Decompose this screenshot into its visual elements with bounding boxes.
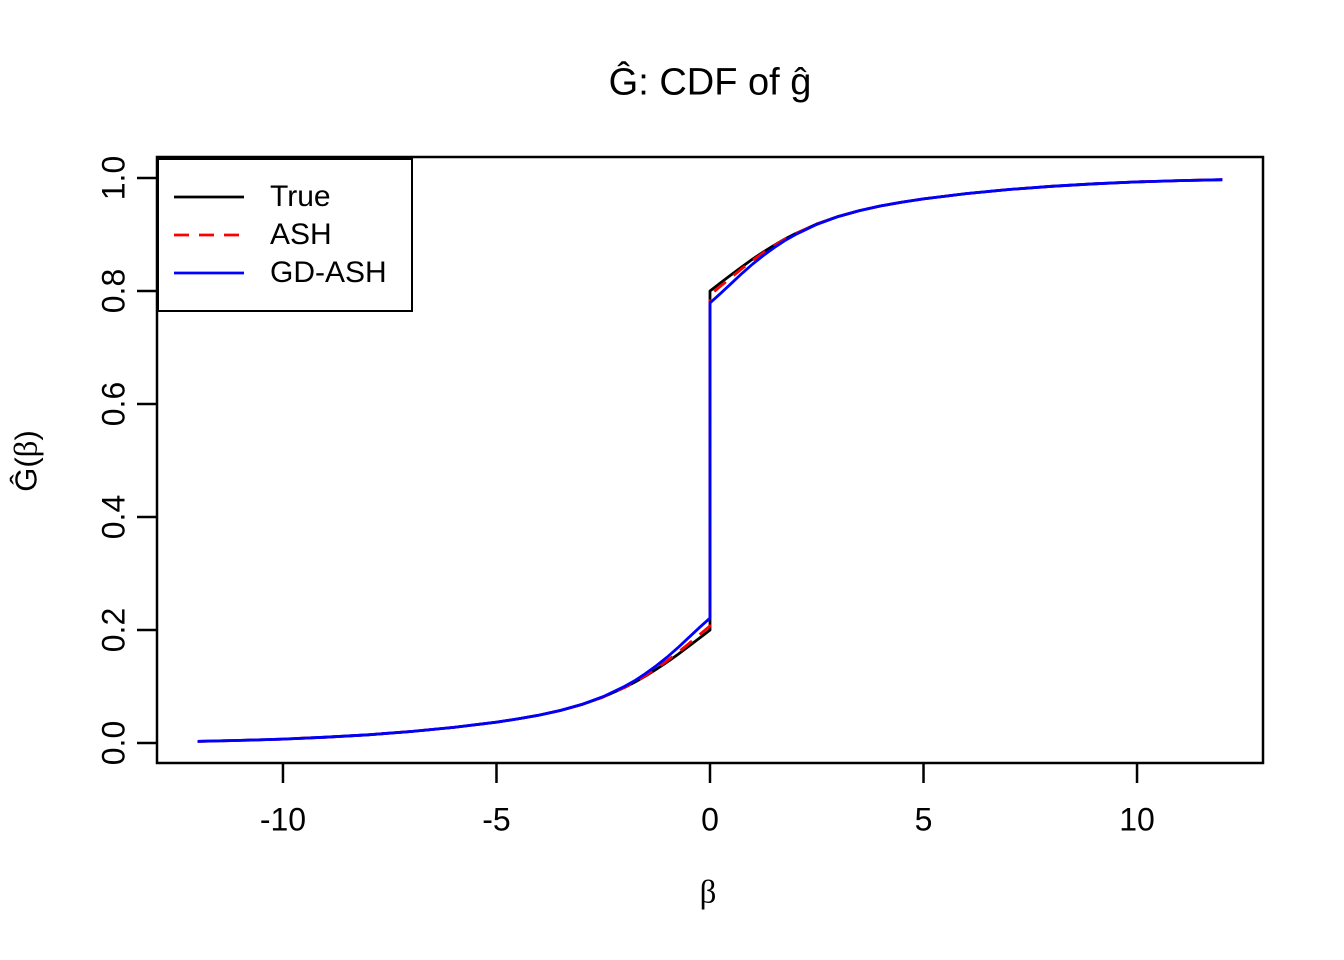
legend-label-ash: ASH xyxy=(270,218,332,251)
curve-gd-ash xyxy=(197,178,1223,743)
x-tick-label: 5 xyxy=(914,801,933,838)
chart-title: Ĝ: CDF of ĝ xyxy=(608,61,812,104)
x-tick-label: -10 xyxy=(259,801,307,838)
y-axis-label-prefix: Ĝ( xyxy=(8,457,44,492)
x-tick-label: 0 xyxy=(701,801,719,838)
y-axis-label-suffix: ) xyxy=(8,430,44,441)
y-tick-label: 0.8 xyxy=(95,268,132,314)
y-axis-label-beta: β xyxy=(8,440,45,458)
legend-label-gd-ash: GD-ASH xyxy=(270,256,387,289)
legend-item-gd-ash: GD-ASH xyxy=(174,254,411,292)
y-tick-label: 0.4 xyxy=(95,494,132,540)
y-tick-label: 0.6 xyxy=(95,381,132,427)
legend-line-ash-icon xyxy=(174,233,244,237)
legend-label-true: True xyxy=(270,180,331,213)
y-tick-label: 0.2 xyxy=(95,607,132,653)
x-axis-label: β xyxy=(699,874,717,911)
y-tick-label: 1.0 xyxy=(95,155,132,201)
legend: True ASH GD-ASH xyxy=(157,158,413,312)
y-axis-label: Ĝ(β) xyxy=(9,430,46,492)
legend-item-ash: ASH xyxy=(174,216,411,254)
legend-line-true-icon xyxy=(174,195,244,199)
y-tick-label: 0.0 xyxy=(95,720,132,766)
x-tick-label: -5 xyxy=(482,801,511,838)
legend-item-true: True xyxy=(174,178,411,216)
x-tick-label: 10 xyxy=(1119,801,1155,838)
legend-line-gd-ash-icon xyxy=(174,271,244,275)
